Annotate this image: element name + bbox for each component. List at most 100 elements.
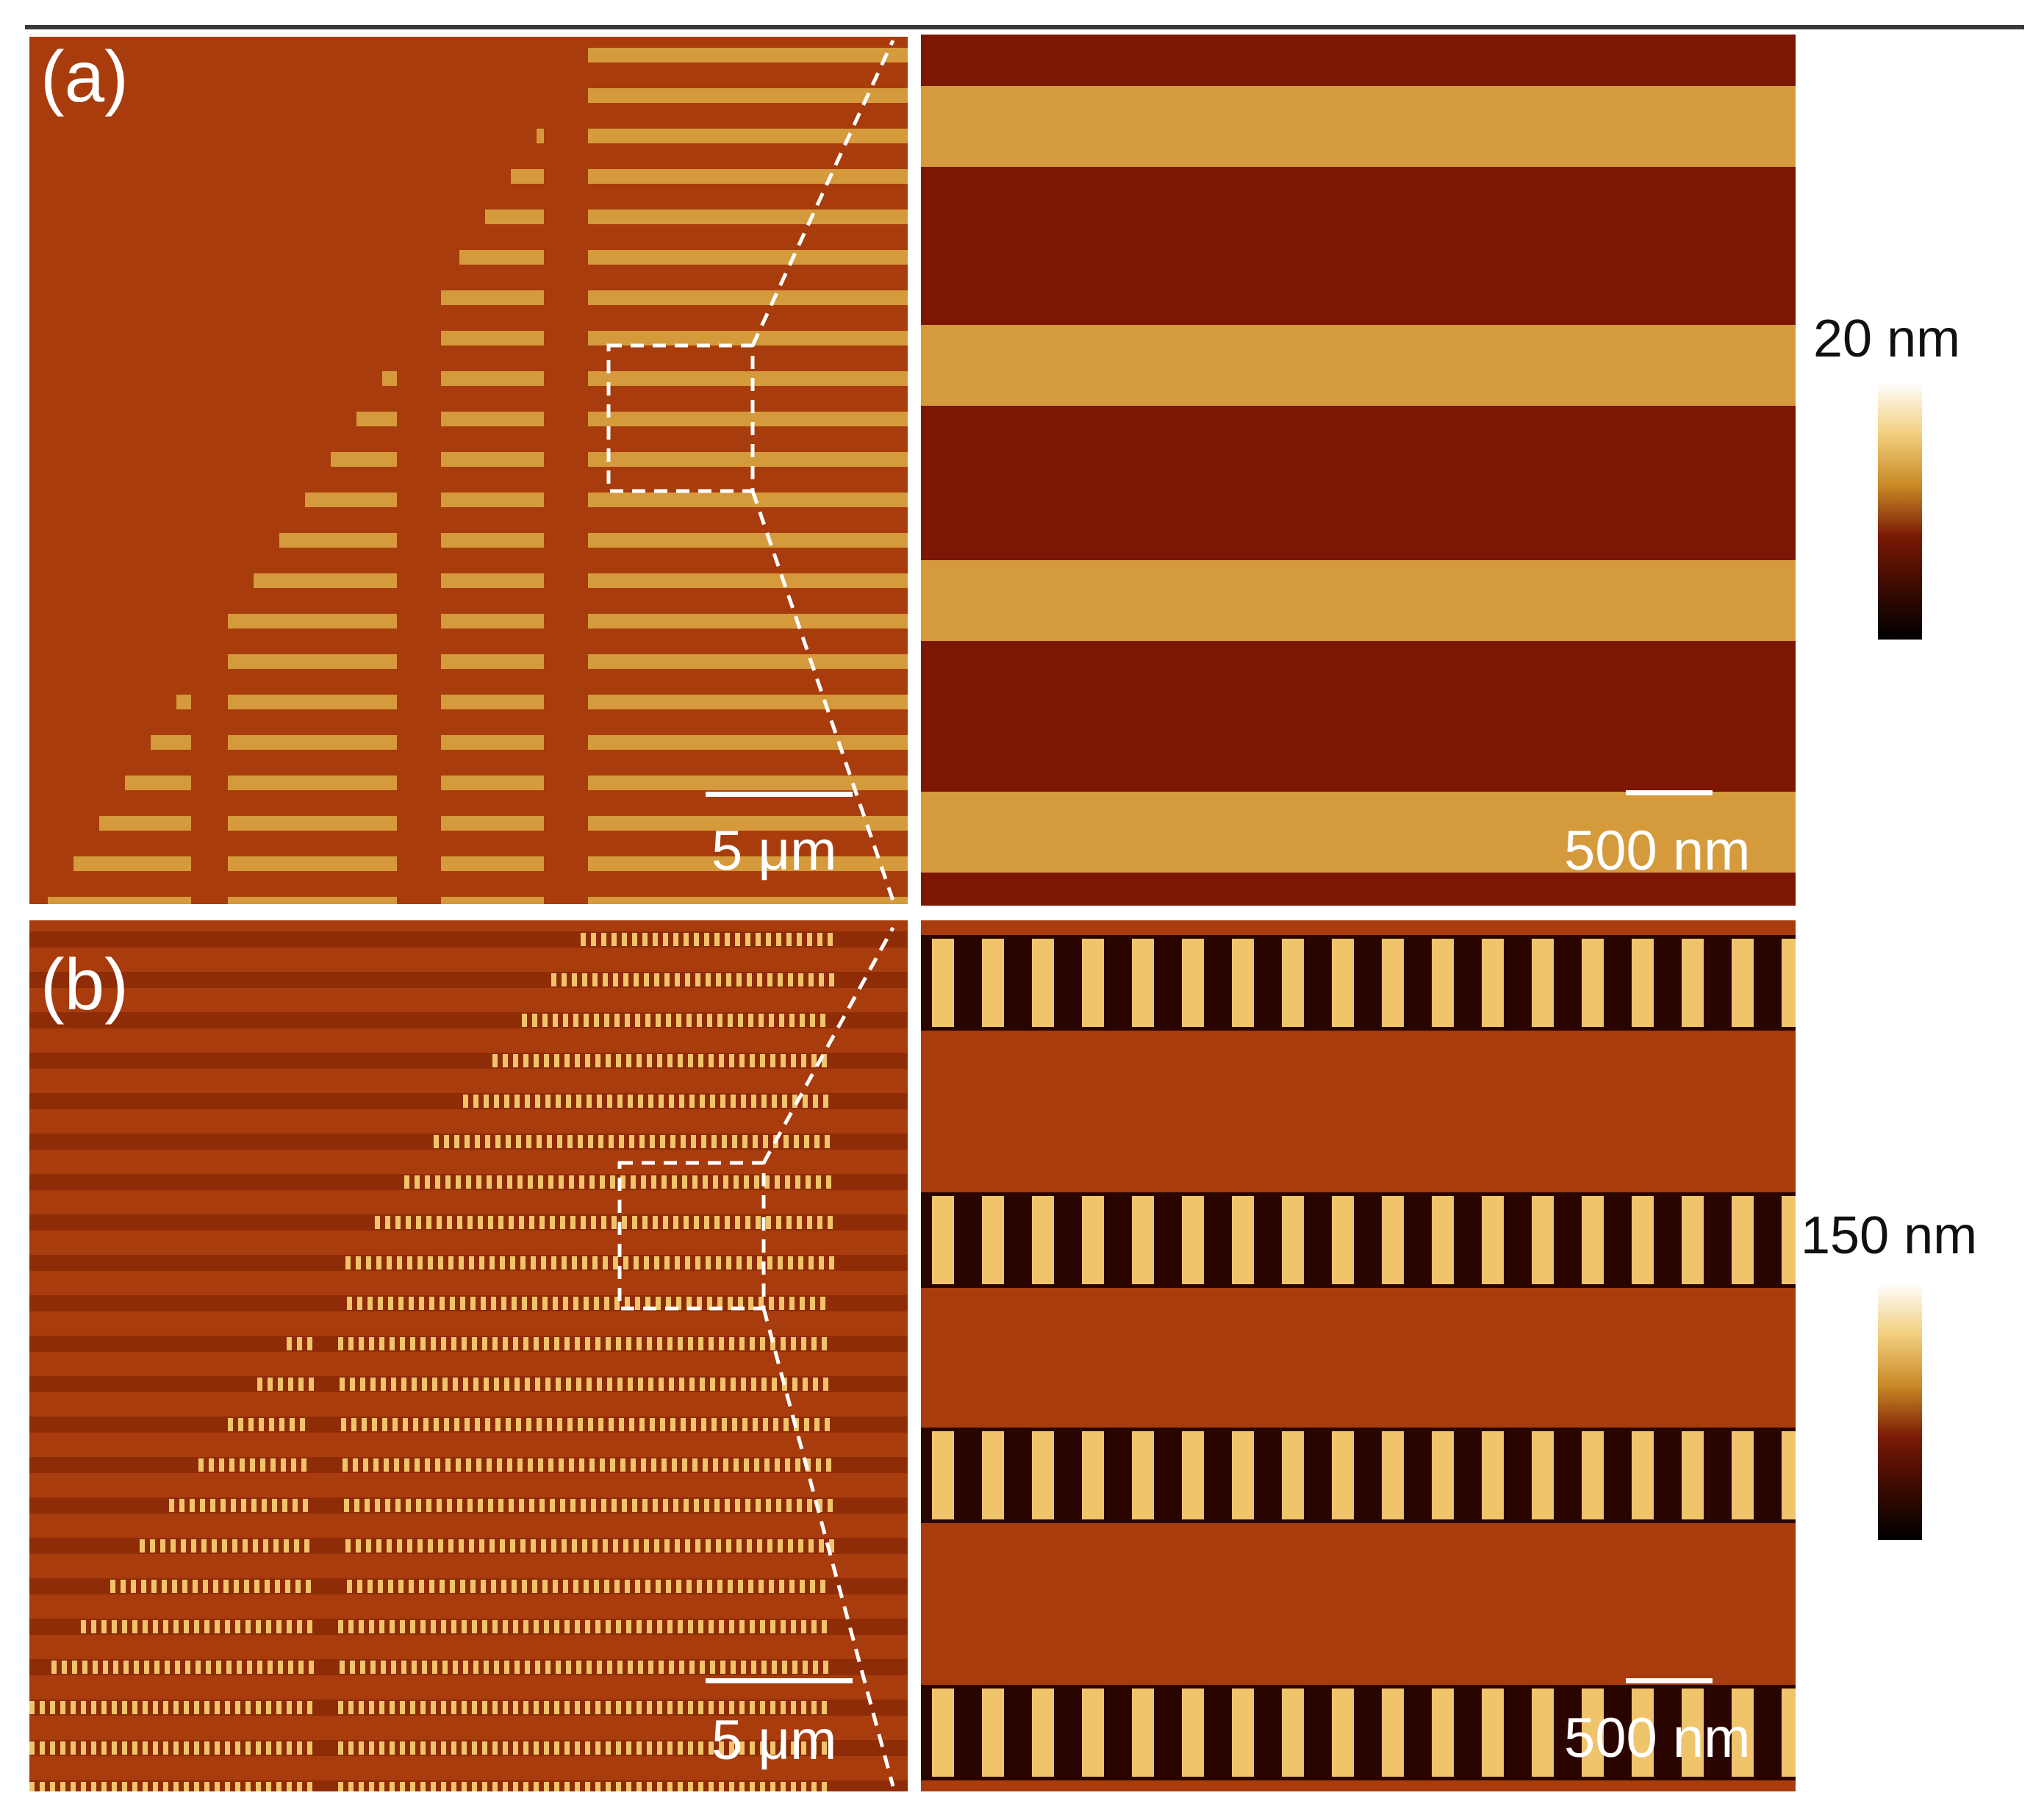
pillar [728,1580,733,1593]
pillar [144,1661,149,1674]
pillar [81,1741,86,1755]
pillar [369,1701,374,1714]
pillar [523,1782,528,1791]
pillar [689,1378,695,1391]
pillar [688,1701,693,1714]
pillar [781,1620,786,1633]
pillar [647,1337,652,1350]
pillar [622,1499,627,1512]
pillar [457,1216,462,1229]
pillar [510,1539,515,1553]
pillar [440,1297,445,1310]
pillar [631,1175,636,1189]
pillar [603,973,608,986]
pillar [426,1216,431,1229]
pillar [617,1378,623,1391]
pillar [804,1418,809,1431]
pillar [626,1337,631,1350]
pillar [760,1054,765,1067]
pillar [245,1701,251,1714]
pillar [704,1499,709,1512]
pillar [488,1216,493,1229]
pillar [601,1216,606,1229]
pillar [572,1539,577,1553]
pillar [617,1095,623,1108]
pillar [360,1378,365,1391]
pillar [366,1539,371,1553]
pillar [1782,939,1796,1027]
pillar [257,1378,262,1391]
pillar [203,1580,208,1593]
pillar [576,1095,581,1108]
pillar [1482,1196,1504,1284]
pillar [616,1741,621,1755]
pillar [420,1620,426,1633]
pillar [50,1782,55,1791]
pillar [531,1539,536,1553]
pillar [490,1539,495,1553]
pillar [229,1458,234,1472]
pillar [185,1661,190,1674]
pillar [739,1337,745,1350]
pillar [293,1499,298,1512]
pillar [597,1661,602,1674]
pillar [560,1216,565,1229]
pillar [616,1054,621,1067]
pillar [523,1620,528,1633]
pillar [588,1418,593,1431]
pillar [682,1175,687,1189]
pillar [654,1256,659,1270]
pillar [501,1297,506,1310]
pillar [360,1661,365,1674]
pillar [504,1095,509,1108]
pillar [686,1297,692,1310]
pillar [112,1701,117,1714]
pillar [222,1539,227,1553]
pillar [51,1661,57,1674]
pillar [445,1458,451,1472]
pillar [686,1580,692,1593]
pillar [225,1620,230,1633]
pillar [379,1620,384,1633]
pillar [466,1458,471,1472]
pillar [720,1661,725,1674]
pillar [548,1175,553,1189]
pillar [81,1701,86,1714]
pillar [431,1782,436,1791]
pillar [431,1620,436,1633]
pillar [253,1539,258,1553]
pillar [581,1216,586,1229]
pillar [215,1782,220,1791]
pillar [604,1580,609,1593]
pillar [595,1620,600,1633]
pillar [582,1539,587,1553]
pillar [375,1216,380,1229]
pillar [1132,1431,1154,1519]
pillar [463,1378,468,1391]
pillar [237,1661,242,1674]
pillar [757,973,762,986]
pillar [626,1741,631,1755]
pillar [635,1580,640,1593]
pillar [648,1095,653,1108]
pillar [663,1216,668,1229]
pillar [773,1135,778,1148]
pillar [394,1458,399,1472]
pillar [487,1175,492,1189]
pillar [575,1782,580,1791]
pillar [757,1539,762,1553]
pillar [263,1539,268,1553]
pillar [1332,1196,1354,1284]
pillar [648,1378,653,1391]
pillar [754,1175,759,1189]
pillar [387,1539,392,1553]
pillar [287,1782,292,1791]
pillar [554,1741,559,1755]
pillar [817,1499,822,1512]
pillar [441,1701,446,1714]
pillar [357,1580,362,1593]
pillar [1182,1196,1204,1284]
pillar [800,1014,805,1027]
pillar [462,1782,467,1791]
pillar [726,973,731,986]
